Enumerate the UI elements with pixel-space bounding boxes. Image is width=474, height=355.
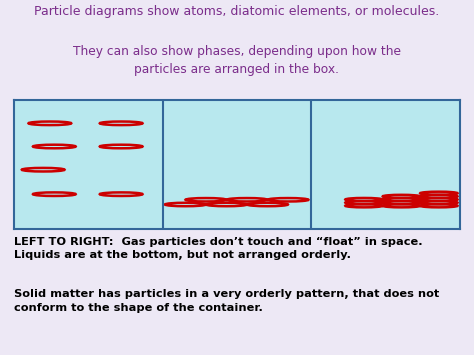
Text: They can also show phases, depending upon how the
particles are arranged in the : They can also show phases, depending upo… [73, 45, 401, 76]
Text: LEFT TO RIGHT:  Gas particles don’t touch and “float” in space.
Liquids are at t: LEFT TO RIGHT: Gas particles don’t touch… [14, 236, 423, 260]
Text: Particle diagrams show atoms, diatomic elements, or molecules.: Particle diagrams show atoms, diatomic e… [35, 5, 439, 18]
Text: Solid matter has particles in a very orderly pattern, that does not
conform to t: Solid matter has particles in a very ord… [14, 289, 439, 313]
